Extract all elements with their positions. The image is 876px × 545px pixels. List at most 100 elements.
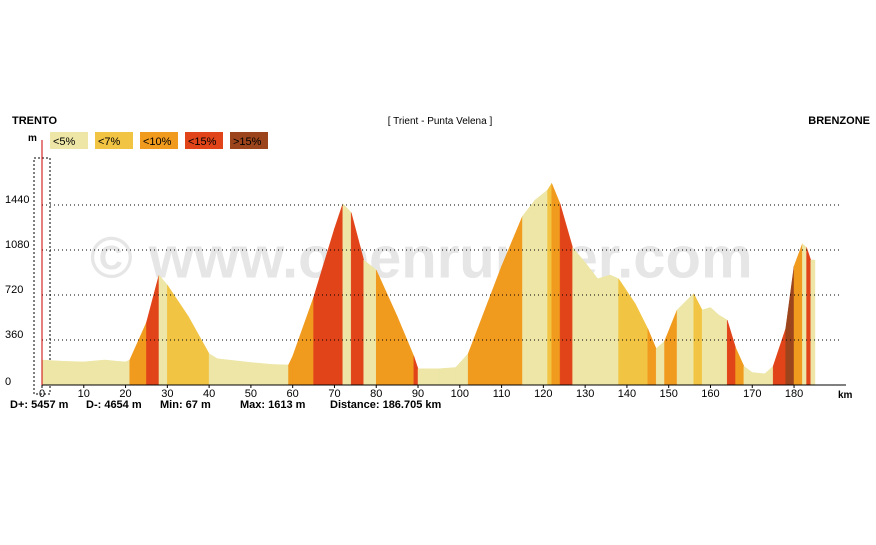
legend-label: <10% — [143, 136, 172, 148]
x-tick-label: 140 — [618, 388, 636, 400]
x-tick-label: 130 — [576, 388, 594, 400]
profile-segment — [217, 358, 252, 386]
x-tick-label: 180 — [785, 388, 803, 400]
profile-segment — [547, 182, 552, 386]
profile-segment — [810, 259, 816, 386]
end-label: BRENZONE — [808, 115, 870, 127]
profile-segment — [167, 284, 189, 386]
profile-segment — [250, 362, 273, 386]
profile-segment — [467, 309, 486, 386]
start-label: TRENTO — [12, 115, 57, 127]
x-tick-label: 110 — [493, 388, 511, 400]
x-tick-label: 170 — [743, 388, 761, 400]
x-tick-label: 100 — [451, 388, 469, 400]
profile-segment — [693, 293, 703, 386]
profile-segment — [396, 316, 415, 386]
x-tick-label: 70 — [328, 388, 340, 400]
profile-segment — [288, 356, 293, 386]
legend-label: <7% — [98, 136, 121, 148]
profile-segment — [735, 347, 745, 386]
profile-segment — [292, 297, 314, 386]
profile-segment — [62, 360, 85, 386]
profile-segment — [534, 189, 548, 386]
profile-segment — [104, 359, 118, 386]
profile-segment — [743, 365, 753, 386]
x-tick-label: 0 — [39, 388, 45, 400]
profile-segment — [438, 367, 456, 386]
profile-segment — [158, 274, 168, 386]
profile-segment — [764, 365, 774, 386]
profile-segment — [718, 314, 728, 386]
profile-segment — [806, 247, 812, 386]
profile-segment — [125, 359, 130, 386]
profile-segment — [701, 307, 711, 386]
profile-segment — [146, 274, 160, 386]
y-tick-label: 0 — [5, 376, 11, 388]
profile-segment — [655, 340, 665, 386]
legend-swatch — [185, 132, 223, 149]
x-tick-label: 30 — [161, 388, 173, 400]
watermark: © www.openrunner.com — [90, 225, 753, 290]
stat: Min: 67 m — [160, 399, 211, 411]
x-tick-label: 160 — [701, 388, 719, 400]
y-tick-label: 1440 — [5, 194, 29, 206]
stat: D+: 5457 m — [10, 399, 69, 411]
profile-segment — [609, 274, 619, 386]
profile-segment — [41, 359, 64, 386]
y-tick-label: 360 — [5, 329, 23, 341]
stat: D-: 4654 m — [86, 399, 142, 411]
legend-swatch — [230, 132, 268, 149]
legend-swatch — [95, 132, 133, 149]
profile-segment — [772, 328, 786, 386]
stat: Distance: 186.705 km — [330, 399, 442, 411]
x-tick-label: 60 — [287, 388, 299, 400]
x-tick-label: 90 — [412, 388, 424, 400]
profile-segment — [793, 243, 803, 386]
profile-segment — [129, 322, 147, 386]
x-tick-label: 120 — [534, 388, 552, 400]
profile-segment — [551, 183, 561, 386]
profile-segment — [271, 364, 289, 386]
x-tick-label: 10 — [78, 388, 90, 400]
profile-segment — [208, 353, 218, 386]
profile-segment — [647, 328, 657, 386]
profile-segment — [597, 274, 611, 386]
chart-title: [ Trient - Punta Velena ] — [388, 116, 493, 127]
profile-segment — [455, 353, 469, 386]
profile-segment — [413, 356, 419, 386]
profile-segment — [635, 303, 649, 386]
profile-segment — [417, 368, 440, 386]
stat: Max: 1613 m — [240, 399, 306, 411]
profile-segment — [802, 243, 807, 386]
profile-segment — [572, 246, 586, 386]
profile-segment — [83, 359, 105, 386]
profile-segment — [664, 309, 678, 386]
profile-segment — [334, 203, 344, 386]
profile-segment — [689, 293, 695, 386]
profile-segment — [522, 199, 536, 386]
x-unit: km — [838, 390, 853, 401]
profile-segment — [752, 372, 766, 386]
y-tick-label: 1080 — [5, 239, 29, 251]
profile-segment — [116, 360, 126, 386]
y-tick-label: 720 — [5, 284, 23, 296]
legend-label: >15% — [233, 136, 262, 148]
x-tick-label: 50 — [245, 388, 257, 400]
legend-swatch — [50, 132, 88, 149]
x-tick-label: 20 — [119, 388, 131, 400]
legend-label: <5% — [53, 136, 76, 148]
legend-label: <15% — [188, 136, 217, 148]
x-tick-label: 80 — [370, 388, 382, 400]
x-tick-label: 150 — [660, 388, 678, 400]
legend-swatch — [140, 132, 178, 149]
profile-segment — [584, 261, 598, 386]
profile-segment — [342, 203, 352, 386]
profile-segment — [726, 319, 736, 386]
profile-segment — [676, 296, 690, 386]
profile-segment — [363, 259, 377, 386]
profile-segment — [187, 315, 210, 386]
profile-segment — [785, 266, 795, 386]
profile-segment — [710, 306, 720, 386]
